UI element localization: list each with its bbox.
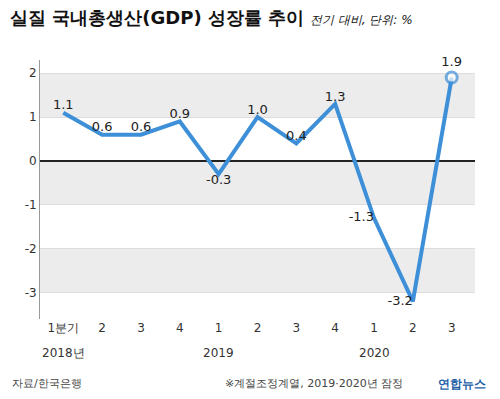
svg-text:-2: -2 bbox=[25, 242, 37, 256]
svg-text:1: 1 bbox=[370, 321, 378, 335]
svg-text:-3.2: -3.2 bbox=[387, 293, 412, 308]
svg-text:-1.3: -1.3 bbox=[349, 209, 374, 224]
svg-text:4: 4 bbox=[331, 321, 339, 335]
svg-text:0.9: 0.9 bbox=[169, 106, 190, 121]
svg-text:※계절조정계열, 2019·2020년 잠정: ※계절조정계열, 2019·2020년 잠정 bbox=[225, 377, 403, 390]
svg-text:0.4: 0.4 bbox=[286, 128, 307, 143]
svg-text:2018년: 2018년 bbox=[42, 346, 85, 360]
svg-text:0.6: 0.6 bbox=[92, 119, 113, 134]
svg-text:실질 국내총생산(GDP) 성장률 추이 전기 대비, 단위: 실질 국내총생산(GDP) 성장률 추이 전기 대비, 단위: % bbox=[10, 7, 413, 28]
svg-text:0: 0 bbox=[29, 154, 37, 168]
svg-text:-1: -1 bbox=[25, 198, 37, 212]
svg-text:2: 2 bbox=[254, 321, 262, 335]
svg-text:연합뉴스: 연합뉴스 bbox=[438, 377, 486, 391]
svg-text:1: 1 bbox=[215, 321, 223, 335]
svg-text:2: 2 bbox=[98, 321, 106, 335]
svg-text:3: 3 bbox=[293, 321, 301, 335]
svg-text:2: 2 bbox=[409, 321, 417, 335]
svg-text:0.6: 0.6 bbox=[131, 119, 152, 134]
svg-text:1.0: 1.0 bbox=[247, 102, 268, 117]
svg-text:1.3: 1.3 bbox=[325, 89, 346, 104]
svg-text:2: 2 bbox=[29, 66, 37, 80]
svg-text:4: 4 bbox=[176, 321, 184, 335]
svg-text:1: 1 bbox=[29, 110, 37, 124]
svg-text:1분기: 1분기 bbox=[47, 321, 79, 335]
svg-text:-0.3: -0.3 bbox=[206, 172, 231, 187]
svg-text:3: 3 bbox=[137, 321, 145, 335]
svg-text:1.1: 1.1 bbox=[53, 97, 74, 112]
svg-text:3: 3 bbox=[448, 321, 456, 335]
svg-text:1.9: 1.9 bbox=[441, 54, 462, 69]
svg-text:2019: 2019 bbox=[203, 346, 234, 360]
svg-text:-3: -3 bbox=[25, 286, 37, 300]
svg-text:2020: 2020 bbox=[359, 346, 390, 360]
svg-text:자료/한국은행: 자료/한국은행 bbox=[12, 377, 82, 390]
